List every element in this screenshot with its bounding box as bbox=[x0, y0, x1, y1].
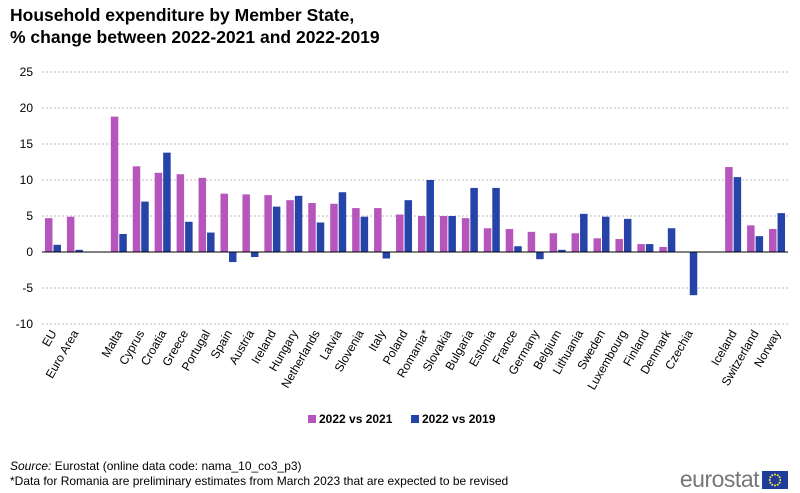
legend: 2022 vs 2021 2022 vs 2019 bbox=[308, 412, 496, 426]
bar-vs-2019 bbox=[580, 213, 588, 252]
bar-vs-2021 bbox=[615, 239, 623, 252]
bar-vs-2019 bbox=[733, 177, 742, 252]
bar-vs-2019 bbox=[338, 192, 347, 252]
x-tick-label: EU bbox=[39, 328, 59, 349]
bar-vs-2019 bbox=[119, 234, 127, 252]
bar-vs-2021 bbox=[242, 194, 250, 252]
bar-vs-2019 bbox=[360, 216, 369, 252]
bar-vs-2019 bbox=[426, 180, 434, 252]
source-label: Source: bbox=[10, 459, 52, 473]
bar-vs-2021 bbox=[66, 216, 75, 252]
bar-vs-2019 bbox=[185, 221, 193, 252]
bar-vs-2021 bbox=[461, 218, 470, 252]
bar-vs-2021 bbox=[154, 172, 163, 252]
bars bbox=[44, 116, 786, 296]
bar-vs-2019 bbox=[272, 206, 281, 252]
y-tick-label: 5 bbox=[26, 209, 33, 223]
bar-vs-2019 bbox=[207, 232, 215, 252]
bar-vs-2019 bbox=[645, 244, 654, 252]
chart-title-line-2: % change between 2022-2021 and 2022-2019 bbox=[10, 27, 380, 47]
bar-vs-2019 bbox=[470, 187, 478, 252]
footer: Source: Eurostat (online data code: nama… bbox=[10, 459, 508, 489]
bar-vs-2019 bbox=[623, 218, 632, 252]
bar-vs-2019 bbox=[536, 252, 544, 260]
bar-vs-2021 bbox=[176, 174, 185, 252]
bar-vs-2019 bbox=[755, 236, 764, 252]
bar-vs-2021 bbox=[264, 195, 272, 252]
bar-vs-2019 bbox=[250, 252, 259, 258]
y-axis: -10 -5 0 5 10 15 20 25 bbox=[16, 65, 34, 331]
bar-vs-2019 bbox=[163, 152, 171, 252]
bar-vs-2021 bbox=[417, 216, 426, 252]
eurostat-wordmark: eurostat bbox=[679, 466, 760, 492]
bar-vs-2021 bbox=[527, 231, 536, 252]
gridlines bbox=[42, 71, 788, 325]
bar-vs-2019 bbox=[75, 249, 83, 252]
bar-vs-2021 bbox=[44, 218, 53, 252]
y-tick-label: -10 bbox=[16, 317, 34, 331]
chart-title: Household expenditure by Member State, %… bbox=[10, 4, 380, 48]
bar-vs-2019 bbox=[667, 228, 676, 252]
bar-vs-2021 bbox=[571, 233, 580, 252]
source-text: Eurostat (online data code: nama_10_co3_… bbox=[51, 459, 302, 473]
bar-vs-2021 bbox=[549, 233, 558, 252]
bar-vs-2019 bbox=[777, 213, 786, 252]
legend-label: 2022 vs 2019 bbox=[422, 412, 496, 426]
bar-vs-2021 bbox=[286, 200, 294, 252]
bar-vs-2019 bbox=[316, 222, 325, 252]
bar-vs-2021 bbox=[308, 203, 316, 252]
bar-vs-2021 bbox=[110, 116, 119, 252]
legend-swatch bbox=[411, 415, 419, 423]
bar-vs-2019 bbox=[602, 216, 610, 252]
bar-vs-2021 bbox=[769, 228, 777, 252]
eurostat-logo: eurostat bbox=[680, 466, 788, 493]
bar-vs-2021 bbox=[220, 193, 228, 252]
chart-title-line-1: Household expenditure by Member State, bbox=[10, 5, 355, 25]
y-tick-label: 15 bbox=[20, 137, 34, 151]
y-tick-label: 20 bbox=[20, 101, 34, 115]
bar-vs-2021 bbox=[637, 244, 645, 252]
eu-flag-icon bbox=[762, 470, 788, 489]
y-tick-label: -5 bbox=[22, 281, 33, 295]
footnote: *Data for Romania are preliminary estima… bbox=[10, 474, 509, 488]
bar-vs-2021 bbox=[132, 166, 141, 252]
bar-vs-2019 bbox=[141, 201, 149, 252]
y-tick-label: 25 bbox=[20, 65, 34, 79]
bar-vs-2019 bbox=[514, 246, 522, 252]
bar-vs-2021 bbox=[439, 216, 448, 252]
bar-vs-2021 bbox=[352, 208, 360, 252]
bar-vs-2019 bbox=[53, 244, 61, 252]
bar-vs-2019 bbox=[689, 252, 698, 296]
y-tick-label: 10 bbox=[20, 173, 34, 187]
bar-vs-2021 bbox=[330, 203, 338, 252]
bar-vs-2019 bbox=[492, 187, 500, 252]
bar-vs-2019 bbox=[229, 252, 237, 263]
bar-vs-2021 bbox=[198, 177, 207, 252]
bar-vs-2021 bbox=[374, 208, 382, 252]
y-tick-label: 0 bbox=[26, 245, 33, 259]
bar-vs-2021 bbox=[483, 228, 492, 252]
bar-vs-2019 bbox=[404, 200, 413, 252]
bar-vs-2019 bbox=[382, 252, 391, 259]
bar-vs-2021 bbox=[505, 228, 514, 252]
source-line: Source: Eurostat (online data code: nama… bbox=[10, 459, 508, 474]
bar-vs-2021 bbox=[659, 246, 667, 252]
bar-vs-2021 bbox=[593, 238, 601, 252]
bar-vs-2021 bbox=[396, 214, 404, 252]
bar-vs-2019 bbox=[294, 195, 303, 252]
legend-label: 2022 vs 2021 bbox=[319, 412, 393, 426]
bar-vs-2019 bbox=[558, 249, 566, 252]
bar-vs-2021 bbox=[747, 225, 755, 252]
bar-vs-2021 bbox=[725, 167, 733, 252]
bar-vs-2019 bbox=[448, 216, 456, 252]
legend-swatch bbox=[308, 415, 316, 423]
